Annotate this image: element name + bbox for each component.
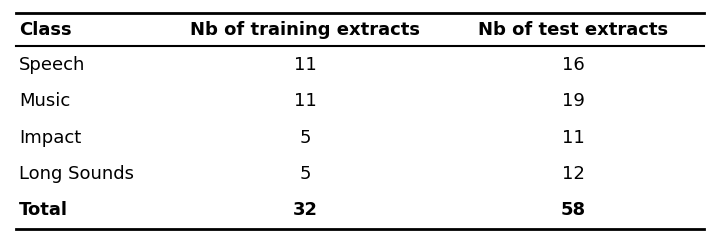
Text: 11: 11 <box>562 129 585 147</box>
Text: 5: 5 <box>300 165 310 183</box>
Text: Long Sounds: Long Sounds <box>19 165 135 183</box>
Text: Nb of training extracts: Nb of training extracts <box>190 21 420 39</box>
Text: Music: Music <box>19 92 71 110</box>
Text: Total: Total <box>19 201 68 219</box>
Text: 19: 19 <box>562 92 585 110</box>
Text: Class: Class <box>19 21 72 39</box>
Text: Impact: Impact <box>19 129 81 147</box>
Text: Speech: Speech <box>19 56 86 74</box>
Text: 11: 11 <box>294 92 316 110</box>
Text: 12: 12 <box>562 165 585 183</box>
Text: 5: 5 <box>300 129 310 147</box>
Text: 16: 16 <box>562 56 585 74</box>
Text: 32: 32 <box>292 201 318 219</box>
Text: 58: 58 <box>561 201 586 219</box>
Text: 11: 11 <box>294 56 316 74</box>
Text: Nb of test extracts: Nb of test extracts <box>478 21 668 39</box>
